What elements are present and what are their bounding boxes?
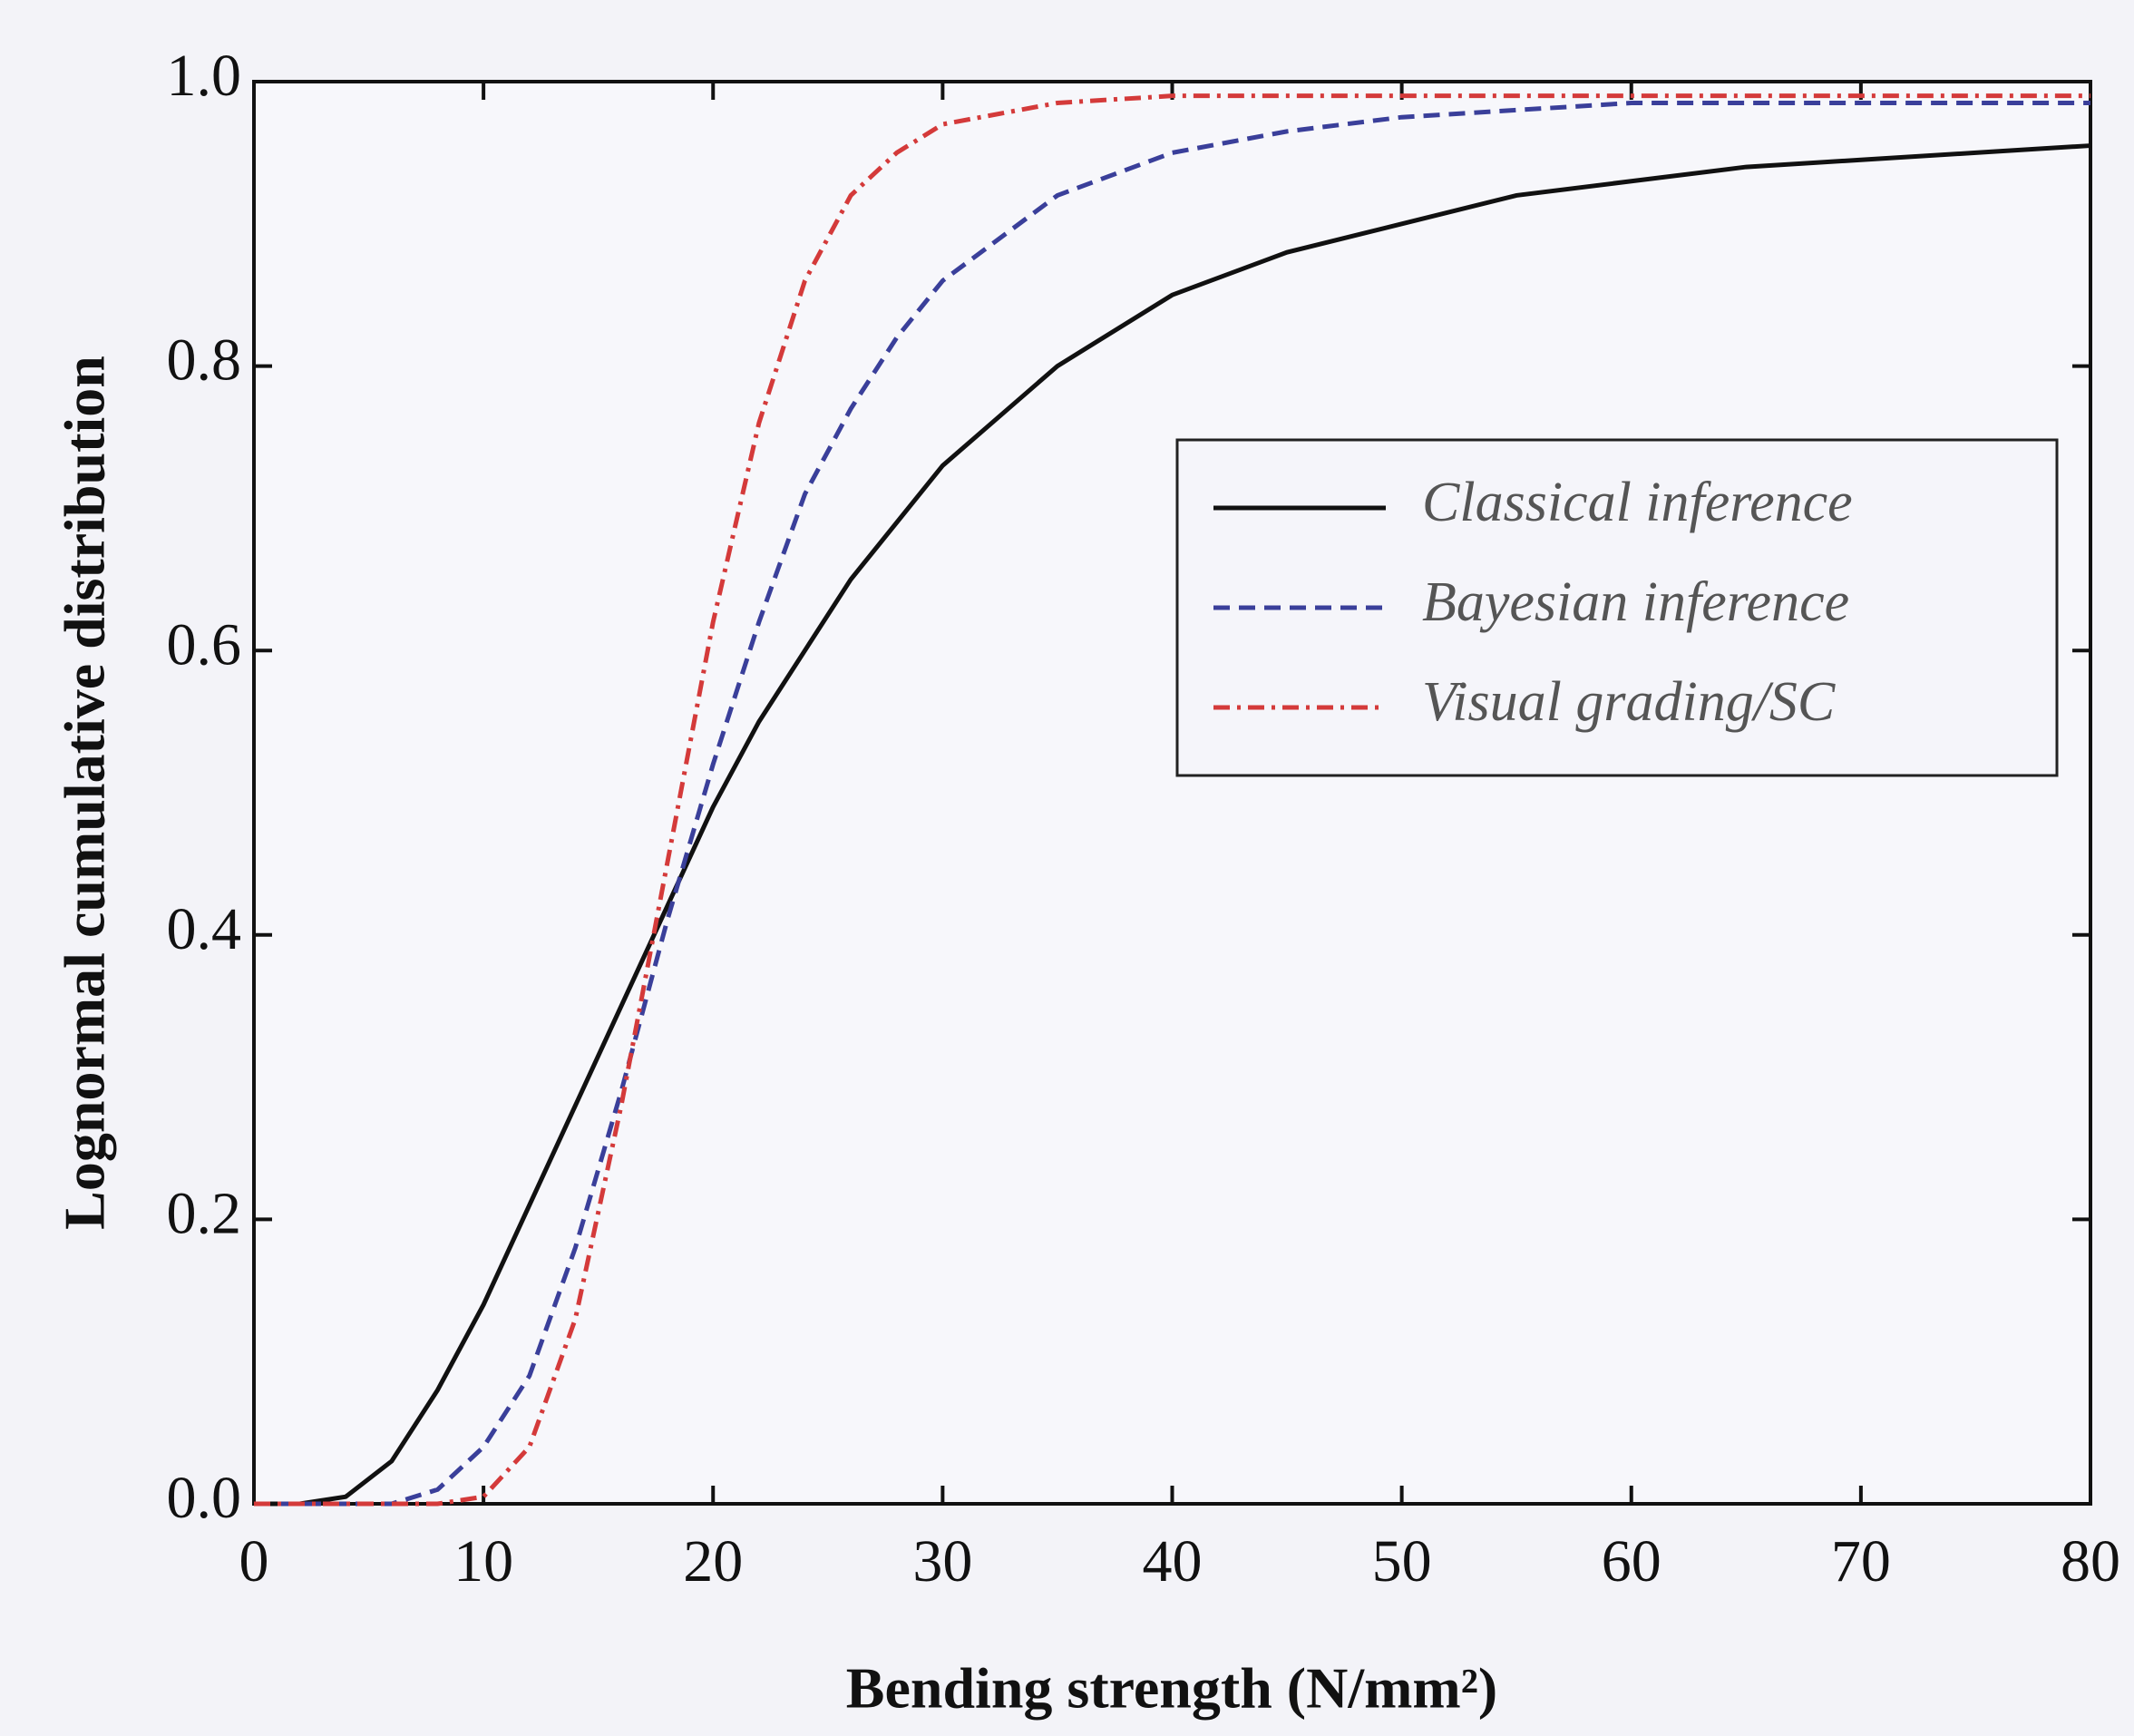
plot-frame [252,80,2092,1506]
x-tick-label: 20 [683,1528,743,1595]
y-tick-label: 1.0 [167,43,242,109]
y-tick-label: 0.6 [167,611,242,678]
y-tick-label: 0.4 [167,896,242,962]
series-line [254,143,2091,1507]
legend-label: Bayesian inference [1422,571,1849,633]
x-tick-label: 50 [1372,1528,1432,1595]
x-axis-title: Bending strength (N/mm²) [846,1656,1497,1721]
y-tick-label: 0.0 [167,1465,242,1531]
y-tick-label: 0.8 [167,327,242,394]
x-tick-label: 40 [1143,1528,1203,1595]
y-axis-title: Lognormal cumulative distribution [53,356,117,1230]
y-tick-label: 0.2 [167,1181,242,1247]
x-tick-label: 80 [2061,1528,2120,1595]
legend-label: Visual grading/SC [1422,671,1836,733]
x-tick-label: 0 [239,1528,269,1595]
series-line [254,101,2090,1507]
legend-label: Classical inference [1422,472,1853,533]
x-tick-label: 70 [1831,1528,1891,1595]
series-line [254,93,2090,1507]
x-tick-label: 60 [1602,1528,1661,1595]
x-tick-label: 30 [912,1528,972,1595]
x-tick-label: 10 [453,1528,513,1595]
